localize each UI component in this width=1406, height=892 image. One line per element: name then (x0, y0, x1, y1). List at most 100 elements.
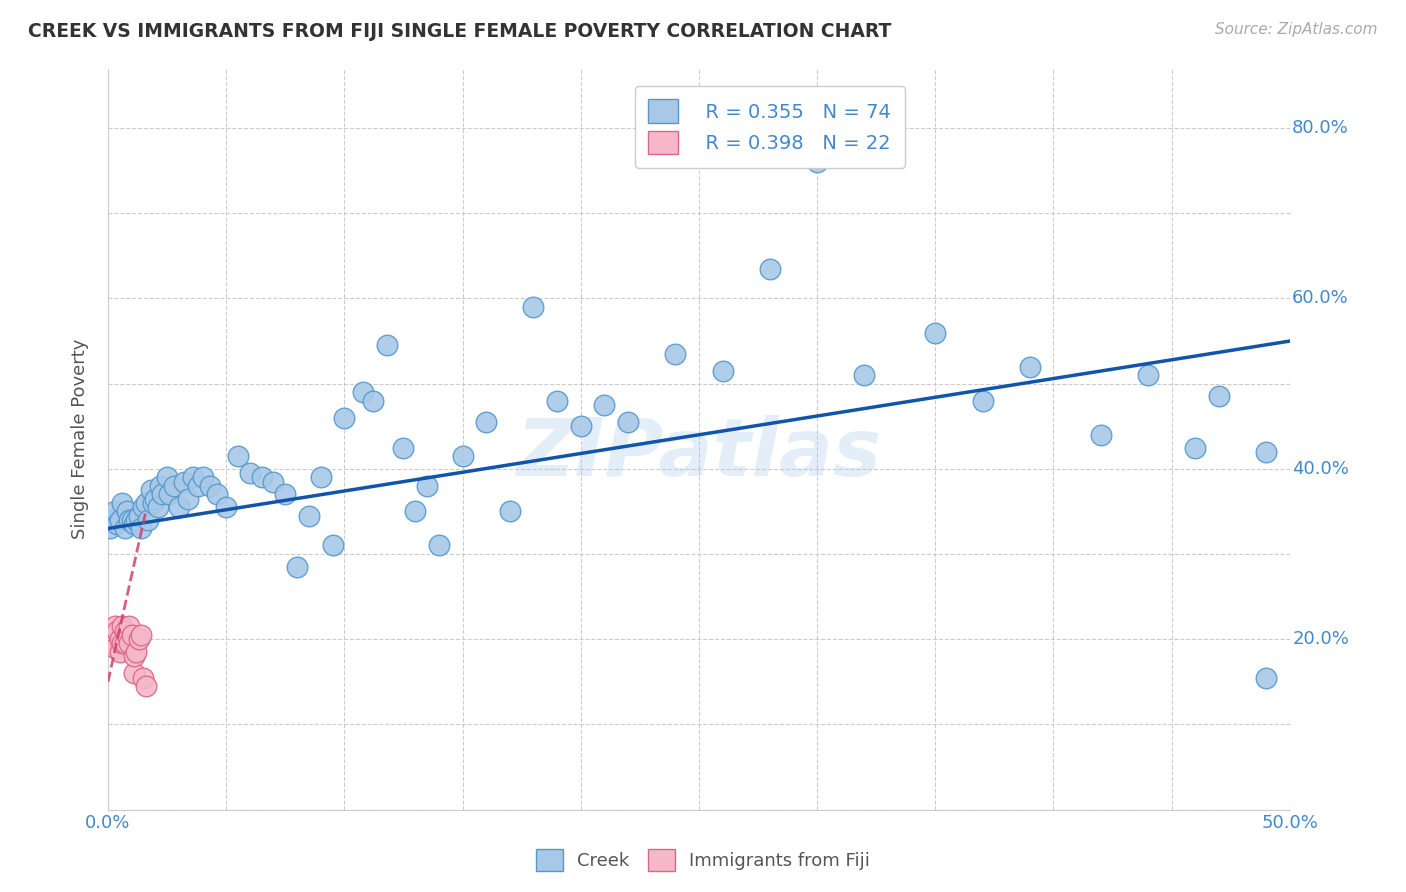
Point (522, 300, 544, 314)
Legend:   R = 0.355   N = 74,   R = 0.398   N = 22: R = 0.355 N = 74, R = 0.398 N = 22 (636, 86, 904, 168)
Point (239, 466, 262, 480)
Point (111, 636, 134, 650)
Point (352, 385, 374, 400)
Point (108, 645, 131, 659)
Point (617, 415, 640, 429)
Point (1018, 359, 1040, 374)
Point (1136, 368, 1159, 383)
Point (475, 415, 498, 429)
Point (806, 155, 828, 169)
Point (128, 632, 150, 647)
Point (187, 479, 209, 493)
Point (122, 517, 145, 532)
Point (177, 491, 200, 506)
Point (135, 496, 157, 510)
Point (1090, 427, 1112, 442)
Text: CREEK VS IMMIGRANTS FROM FIJI SINGLE FEMALE POVERTY CORRELATION CHART: CREEK VS IMMIGRANTS FROM FIJI SINGLE FEM… (28, 22, 891, 41)
Point (129, 628, 152, 642)
Point (132, 500, 155, 515)
Point (262, 475, 284, 489)
Point (125, 513, 148, 527)
Point (1256, 445, 1278, 459)
Point (274, 487, 297, 501)
Point (569, 419, 592, 434)
Point (143, 491, 166, 506)
Legend: Creek, Immigrants from Fiji: Creek, Immigrants from Fiji (529, 842, 877, 879)
Point (309, 470, 332, 484)
Point (404, 504, 426, 518)
Point (135, 679, 157, 693)
Point (298, 508, 321, 523)
Point (758, 261, 780, 276)
Point (416, 479, 439, 493)
Point (122, 666, 145, 681)
Point (122, 649, 145, 664)
Point (392, 441, 415, 455)
Point (593, 398, 616, 412)
Point (111, 619, 134, 633)
Point (132, 671, 155, 685)
Point (156, 470, 179, 484)
Point (108, 632, 131, 647)
Point (163, 479, 186, 493)
Point (167, 500, 190, 515)
Point (191, 470, 214, 484)
Point (546, 393, 568, 408)
Point (114, 636, 136, 650)
Point (104, 619, 127, 633)
Point (139, 483, 162, 497)
Point (111, 496, 134, 510)
Y-axis label: Single Female Poverty: Single Female Poverty (72, 339, 89, 540)
Point (1184, 441, 1206, 455)
Point (150, 487, 173, 501)
Point (115, 504, 138, 518)
Point (205, 487, 228, 501)
Point (146, 500, 169, 515)
Point (451, 449, 474, 463)
Point (107, 517, 129, 532)
Point (250, 470, 273, 484)
Point (98, 521, 121, 535)
Point (173, 475, 195, 489)
Text: Source: ZipAtlas.com: Source: ZipAtlas.com (1215, 22, 1378, 37)
Point (101, 636, 124, 650)
Point (104, 640, 127, 655)
Point (118, 513, 141, 527)
Point (711, 364, 734, 378)
Point (924, 326, 946, 340)
Point (159, 487, 181, 501)
Point (149, 479, 172, 493)
Point (1208, 389, 1230, 403)
Point (972, 393, 994, 408)
Point (361, 393, 384, 408)
Point (107, 624, 129, 638)
Point (115, 628, 138, 642)
Point (125, 645, 148, 659)
Point (853, 368, 876, 383)
Text: 80.0%: 80.0% (1292, 120, 1348, 137)
Point (499, 504, 522, 518)
Point (114, 624, 136, 638)
Text: 60.0%: 60.0% (1292, 290, 1348, 308)
Point (198, 479, 221, 493)
Point (121, 513, 143, 527)
Text: ZIPatlas: ZIPatlas (516, 415, 882, 493)
Point (375, 338, 398, 352)
Point (181, 470, 204, 484)
Point (136, 513, 159, 527)
Point (128, 508, 150, 523)
Point (118, 636, 141, 650)
Point (129, 521, 152, 535)
Point (215, 500, 238, 515)
Point (142, 496, 165, 510)
Point (114, 521, 136, 535)
Point (98, 632, 121, 647)
Point (333, 410, 356, 425)
Point (427, 539, 450, 553)
Point (322, 539, 344, 553)
Point (121, 628, 143, 642)
Point (664, 347, 686, 361)
Text: 40.0%: 40.0% (1292, 460, 1348, 478)
Point (1256, 671, 1278, 685)
Text: 20.0%: 20.0% (1292, 630, 1348, 648)
